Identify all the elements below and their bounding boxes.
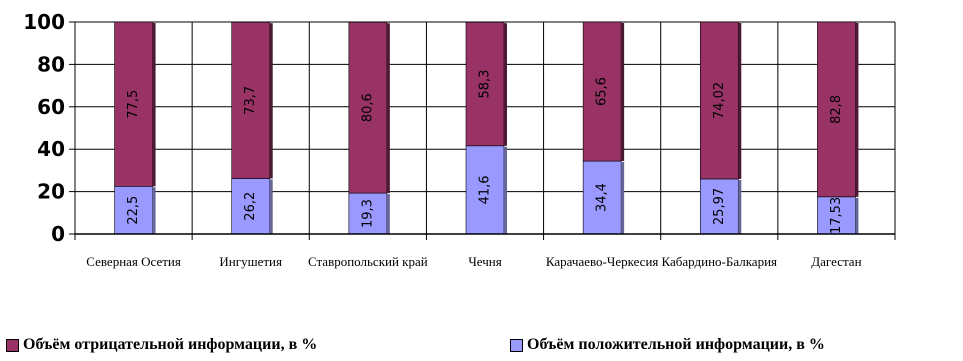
bar-positive-side — [386, 194, 390, 234]
x-tick-label: Кабардино-Балкария — [662, 254, 778, 269]
bar-negative-side — [152, 23, 156, 187]
bar-negative — [699, 21, 739, 180]
data-labels: 77,5 22,5 73,7 26,2 80,6 19,3 58,3 41,6 65,6 34,4… — [126, 70, 844, 234]
legend-label-positive: Объём положительной информации, в % — [527, 336, 825, 353]
bar-positive — [114, 186, 153, 235]
bar-positive-side — [738, 179, 742, 234]
data-label-negative: 82,8 — [829, 95, 844, 124]
y-tick-labels: 0 20 40 60 80 100 — [23, 10, 65, 246]
bar-negative — [817, 21, 856, 198]
bar-positive — [699, 178, 739, 235]
bar-positive-side — [504, 146, 507, 234]
legend-swatch-positive — [510, 338, 523, 352]
bar-negative — [465, 21, 505, 147]
axes — [69, 21, 895, 235]
bar-negative — [348, 21, 388, 194]
data-label-positive: 22,5 — [126, 196, 141, 225]
bar-negative — [114, 21, 153, 187]
bar-negative-side — [269, 23, 273, 179]
bar-negative — [582, 21, 622, 162]
data-label-negative: 80,6 — [360, 93, 375, 122]
x-tick-label: Карачаево-Черкесия — [546, 254, 659, 269]
bar-negative-side — [386, 23, 390, 194]
data-label-negative: 74,02 — [712, 82, 727, 119]
legend-label-negative: Объём отрицательной информации, в % — [23, 336, 318, 353]
data-label-positive: 19,3 — [360, 199, 375, 228]
bar-positive — [348, 192, 388, 235]
y-tick-label: 100 — [23, 10, 65, 34]
data-label-positive: 17,53 — [829, 197, 844, 234]
bar-positive-side — [269, 179, 273, 234]
y-tick-label: 80 — [37, 52, 65, 76]
legend-item-negative: Объём отрицательной информации, в % — [6, 336, 317, 354]
legend-item-positive: Объём положительной информации, в % — [510, 336, 825, 354]
y-tick-label: 60 — [37, 95, 65, 119]
data-label-negative: 77,5 — [126, 90, 141, 119]
y-tick-label: 0 — [51, 222, 65, 246]
x-tick-label: Северная Осетия — [86, 254, 181, 269]
bar-positive-side — [855, 197, 859, 234]
x-tick-label: Чечня — [468, 254, 501, 269]
x-tick-labels: Северная Осетия Ингушетия Ставропольский к… — [86, 254, 861, 269]
bar-positive — [582, 160, 622, 235]
legend-swatch-negative — [6, 338, 19, 352]
bar-positive-side — [621, 162, 625, 234]
x-tick-label: Ингушетия — [219, 254, 282, 269]
data-label-positive: 41,6 — [478, 175, 493, 204]
data-label-positive: 25,97 — [712, 188, 727, 225]
data-label-positive: 26,2 — [243, 192, 258, 221]
y-tick-label: 40 — [37, 137, 65, 161]
bar-negative-side — [504, 23, 507, 146]
legend: Объём отрицательной информации, в % Объё… — [0, 336, 963, 358]
bar-positive-side — [152, 187, 156, 234]
y-tick-label: 20 — [37, 180, 65, 204]
bar-negative-side — [621, 23, 625, 162]
data-label-positive: 34,4 — [595, 183, 610, 212]
bar-negative-side — [738, 23, 742, 179]
data-label-negative: 73,7 — [243, 86, 258, 115]
bar-negative-side — [855, 23, 859, 197]
bars — [114, 21, 859, 235]
x-tick-label: Дагестан — [811, 254, 861, 269]
x-tick-label: Ставропольский край — [308, 254, 428, 269]
data-label-negative: 58,3 — [478, 70, 493, 99]
data-label-negative: 65,6 — [595, 77, 610, 106]
stacked-bar-chart: 0 20 40 60 80 100 Северная Осетия Ингушетия Ста… — [23, 10, 896, 269]
